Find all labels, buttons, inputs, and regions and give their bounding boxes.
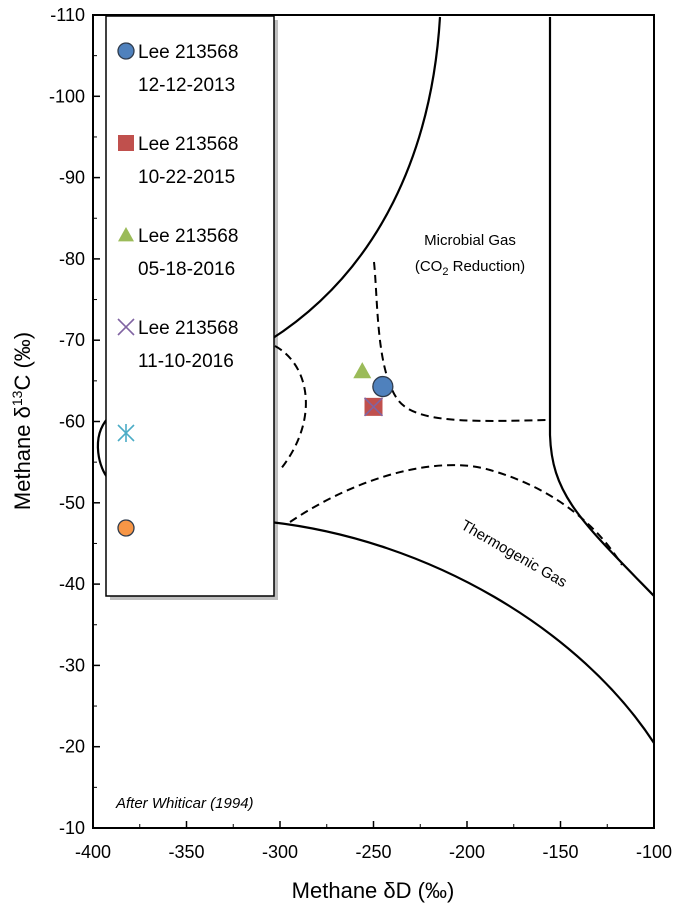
transition-boundary-dashed [274, 345, 307, 471]
y-tick-label: -30 [59, 655, 85, 675]
x-tick-label: -400 [75, 842, 111, 862]
legend: Lee 213568 12-12-2013 Lee 213568 10-22-2015… [105, 15, 278, 600]
legend-item: Lee 213568 11-10-2016 [117, 318, 238, 372]
legend-series-name: Lee 213568 [138, 134, 238, 155]
microbial-gas-label: Microbial Gas [424, 232, 516, 249]
x-tick-label: -250 [355, 842, 391, 862]
axis-ticks: -400 -350 -300 -250 -200 -150 -100 -110 -100 -90 -… [49, 5, 672, 862]
data-point [363, 397, 384, 417]
y-axis-title: Methane δ13C (‰) [9, 332, 35, 510]
legend-item [117, 424, 135, 442]
microbial-field-vertical-boundary [548, 17, 655, 597]
legend-series-name: Lee 213568 [138, 42, 238, 63]
y-tick-label: -90 [59, 168, 85, 188]
microbial-co2-boundary-dashed [373, 261, 547, 422]
x-axis-title: Methane δD (‰) [292, 878, 455, 903]
legend-item [117, 519, 135, 537]
legend-series-date: 12-12-2013 [138, 75, 235, 96]
x-tick-label: -150 [542, 842, 578, 862]
y-tick-label: -20 [59, 737, 85, 757]
legend-series-date: 11-10-2016 [138, 351, 234, 372]
y-tick-label: -110 [50, 5, 85, 25]
source-citation: After Whiticar (1994) [115, 795, 254, 812]
data-points [353, 362, 394, 417]
legend-item: Lee 213568 10-22-2015 [118, 134, 238, 188]
legend-series-name: Lee 213568 [138, 226, 238, 247]
legend-series-date: 05-18-2016 [138, 259, 235, 280]
y-tick-label: -80 [59, 249, 85, 269]
data-point [353, 362, 372, 379]
x-tick-label: -350 [168, 842, 204, 862]
co2-reduction-label: (CO2 Reduction) [415, 258, 525, 278]
x-tick-label: -100 [636, 842, 672, 862]
legend-item: Lee 213568 05-18-2016 [118, 226, 238, 280]
microbial-field-upper-boundary [269, 16, 442, 341]
y-tick-label: -10 [59, 818, 85, 838]
y-tick-label: -70 [59, 330, 85, 350]
legend-item: Lee 213568 12-12-2013 [117, 42, 238, 96]
data-point [372, 375, 394, 398]
x-tick-label: -200 [449, 842, 485, 862]
legend-series-name: Lee 213568 [138, 318, 238, 339]
y-tick-label: -40 [59, 574, 85, 594]
genetic-field-boundaries [96, 16, 655, 744]
y-tick-label: -100 [49, 86, 85, 106]
thermogenic-field-boundary [269, 520, 655, 744]
legend-series-date: 10-22-2015 [138, 167, 235, 188]
y-tick-label: -50 [59, 493, 85, 513]
x-tick-label: -300 [262, 842, 298, 862]
y-tick-label: -60 [59, 412, 85, 432]
thermogenic-upper-dashed [289, 464, 623, 566]
